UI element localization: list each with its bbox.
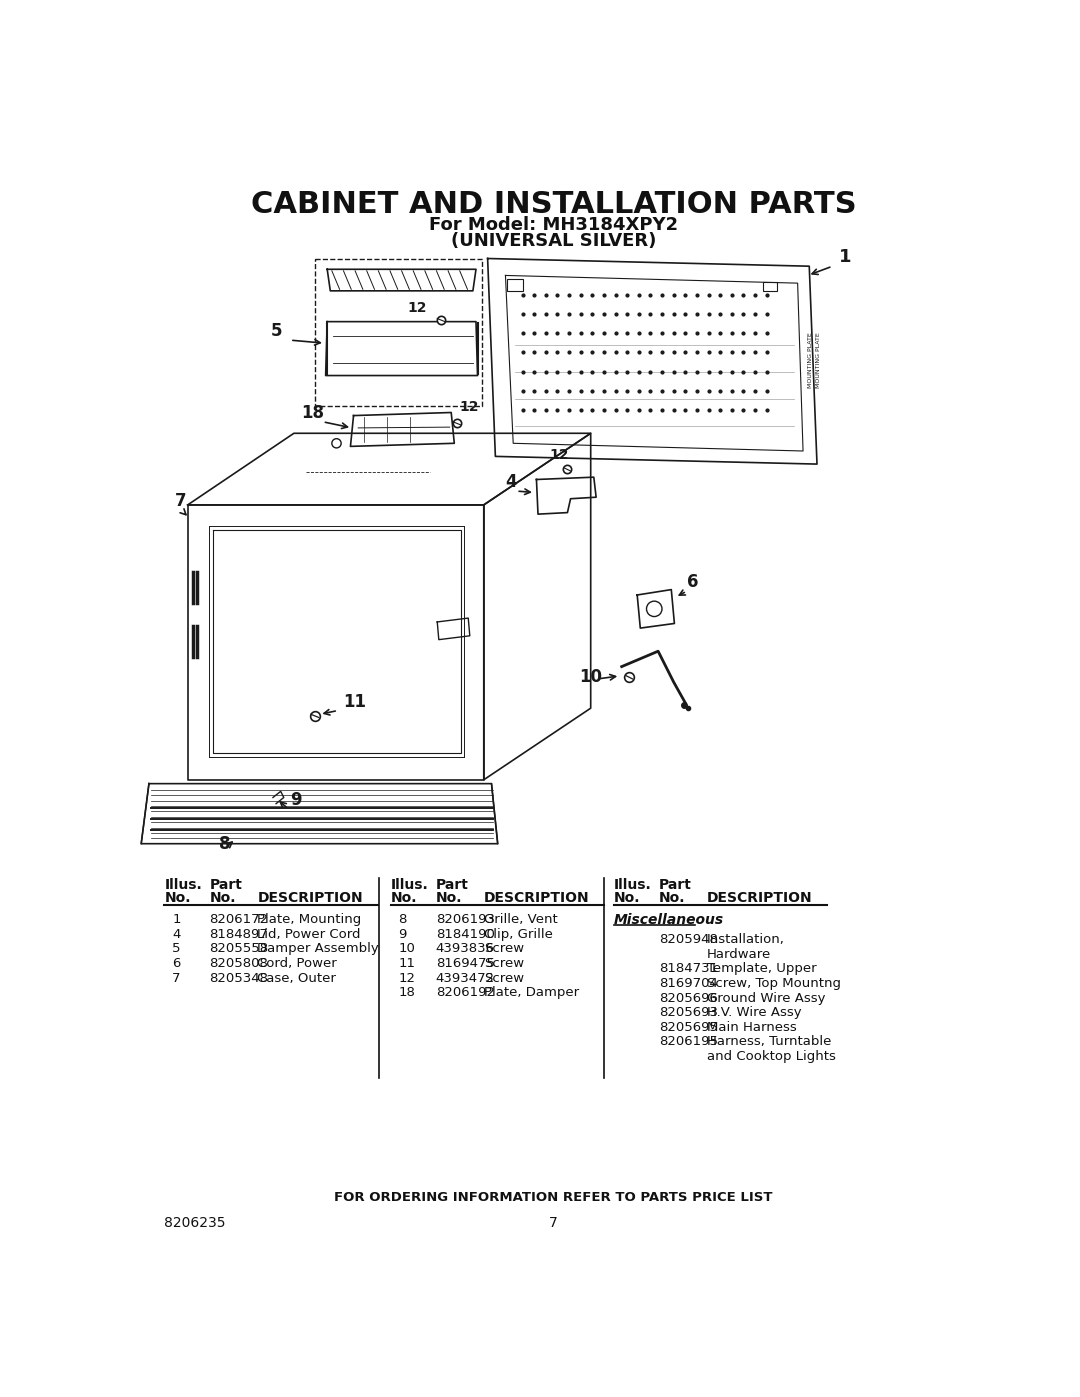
Text: Screw: Screw — [484, 957, 524, 970]
Text: 12: 12 — [399, 971, 416, 985]
Text: Part: Part — [435, 877, 469, 891]
Text: Screw: Screw — [484, 971, 524, 985]
Text: 8205808: 8205808 — [210, 957, 268, 970]
Text: 4393836: 4393836 — [435, 942, 495, 956]
Bar — [762, 282, 777, 291]
Text: Hardware: Hardware — [707, 947, 771, 961]
Text: 18: 18 — [301, 404, 325, 422]
Text: 4393472: 4393472 — [435, 971, 495, 985]
Text: 7: 7 — [549, 1215, 558, 1229]
Text: No.: No. — [613, 891, 640, 905]
Text: Damper Assembly: Damper Assembly — [257, 942, 379, 956]
Text: 1: 1 — [172, 914, 180, 926]
Text: No.: No. — [391, 891, 417, 905]
Text: CABINET AND INSTALLATION PARTS: CABINET AND INSTALLATION PARTS — [251, 190, 856, 219]
Text: 9: 9 — [291, 791, 301, 809]
Text: MOUNTING PLATE: MOUNTING PLATE — [816, 332, 821, 388]
Text: Screw, Top Mountng: Screw, Top Mountng — [707, 977, 841, 990]
Text: Ground Wire Assy: Ground Wire Assy — [707, 992, 825, 1004]
Text: 8205948: 8205948 — [659, 933, 718, 946]
Text: Lid, Power Cord: Lid, Power Cord — [257, 928, 361, 940]
Text: 8184897: 8184897 — [210, 928, 268, 940]
Text: 8205348: 8205348 — [210, 971, 269, 985]
Text: 1: 1 — [839, 247, 851, 265]
Text: 8184190: 8184190 — [435, 928, 495, 940]
Text: 5: 5 — [172, 942, 180, 956]
Text: 5: 5 — [271, 321, 282, 339]
Text: 8169704: 8169704 — [659, 977, 718, 990]
Text: 8206195: 8206195 — [659, 1035, 718, 1048]
Text: 8205696: 8205696 — [659, 992, 718, 1004]
Text: Installation,: Installation, — [707, 933, 785, 946]
Text: 10: 10 — [399, 942, 416, 956]
Text: 8: 8 — [218, 835, 230, 854]
Text: 4: 4 — [172, 928, 180, 940]
Text: 7: 7 — [175, 492, 187, 510]
Text: 8: 8 — [399, 914, 407, 926]
Text: 12: 12 — [408, 302, 428, 316]
Text: 12: 12 — [550, 447, 569, 461]
Text: 6: 6 — [687, 573, 699, 591]
Text: 11: 11 — [342, 693, 366, 711]
Text: 8169475: 8169475 — [435, 957, 495, 970]
Text: 18: 18 — [399, 986, 416, 999]
Text: MOUNTING PLATE: MOUNTING PLATE — [808, 332, 813, 388]
Text: No.: No. — [435, 891, 462, 905]
Text: 8205693: 8205693 — [659, 1006, 718, 1020]
Text: (UNIVERSAL SILVER): (UNIVERSAL SILVER) — [450, 232, 657, 250]
Text: Main Harness: Main Harness — [707, 1021, 797, 1034]
Text: Clip, Grille: Clip, Grille — [484, 928, 553, 940]
Text: Part: Part — [659, 877, 692, 891]
Text: 12: 12 — [459, 400, 478, 414]
Text: Cord, Power: Cord, Power — [257, 957, 337, 970]
Text: 8206193: 8206193 — [435, 914, 495, 926]
Text: 9: 9 — [399, 928, 407, 940]
Text: Template, Upper: Template, Upper — [707, 963, 816, 975]
Text: Plate, Damper: Plate, Damper — [484, 986, 579, 999]
Text: Miscellaneous: Miscellaneous — [613, 914, 724, 928]
Text: 7: 7 — [172, 971, 180, 985]
Text: 11: 11 — [399, 957, 416, 970]
Text: DESCRIPTION: DESCRIPTION — [707, 891, 812, 905]
Text: 8206235: 8206235 — [164, 1215, 226, 1229]
Text: No.: No. — [164, 891, 191, 905]
Text: DESCRIPTION: DESCRIPTION — [257, 891, 363, 905]
Text: No.: No. — [659, 891, 686, 905]
Text: Part: Part — [210, 877, 242, 891]
Text: FOR ORDERING INFORMATION REFER TO PARTS PRICE LIST: FOR ORDERING INFORMATION REFER TO PARTS … — [334, 1192, 773, 1204]
Text: H.V. Wire Assy: H.V. Wire Assy — [707, 1006, 801, 1020]
Text: Illus.: Illus. — [391, 877, 429, 891]
Text: Grille, Vent: Grille, Vent — [484, 914, 557, 926]
Text: No.: No. — [210, 891, 235, 905]
Text: Screw: Screw — [484, 942, 524, 956]
Text: Illus.: Illus. — [613, 877, 651, 891]
Text: 8205695: 8205695 — [659, 1021, 718, 1034]
Text: 8206192: 8206192 — [435, 986, 495, 999]
Text: Case, Outer: Case, Outer — [257, 971, 336, 985]
Text: Plate, Mounting: Plate, Mounting — [257, 914, 362, 926]
Text: 10: 10 — [579, 668, 602, 686]
Text: 8206172: 8206172 — [210, 914, 269, 926]
Text: Harness, Turntable: Harness, Turntable — [707, 1035, 832, 1048]
Text: For Model: MH3184XPY2: For Model: MH3184XPY2 — [429, 217, 678, 235]
Text: DESCRIPTION: DESCRIPTION — [484, 891, 590, 905]
Text: Illus.: Illus. — [164, 877, 202, 891]
Text: 8184731: 8184731 — [659, 963, 718, 975]
Text: and Cooktop Lights: and Cooktop Lights — [707, 1051, 836, 1063]
Text: 8205558: 8205558 — [210, 942, 269, 956]
Text: 6: 6 — [172, 957, 180, 970]
Bar — [507, 279, 523, 291]
Text: 4: 4 — [505, 474, 517, 492]
